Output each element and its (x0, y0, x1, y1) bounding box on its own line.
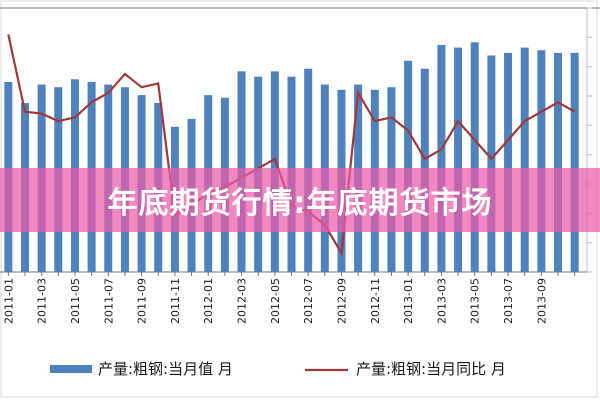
x-tick-label-2013-03: 2013-03 (435, 278, 448, 324)
bar-2013-05 (470, 42, 479, 272)
legend-bar-swatch (50, 365, 92, 373)
bar-2013-06 (487, 55, 496, 272)
x-tick-label-2011-05: 2011-05 (69, 278, 82, 324)
x-tick-label-2012-05: 2012-05 (269, 278, 282, 324)
bar-2013-10 (554, 52, 563, 272)
legend-line-label: 产量:粗钢:当月同比 月 (356, 360, 506, 378)
x-axis-ticks: 2011-01 2011-03 2011-05 2011-07 2011-09 2011-… (2, 272, 576, 324)
right-axis-ticks (587, 7, 592, 273)
x-tick-label-2012-11: 2012-11 (369, 278, 382, 324)
bar-2013-08 (520, 47, 529, 272)
bar-2013-07 (504, 52, 513, 272)
bar-2013-09 (537, 50, 546, 272)
x-tick-label-2011-01: 2011-01 (2, 278, 15, 324)
bar-2013-11 (570, 52, 579, 272)
bar-2013-01 (404, 60, 413, 272)
legend: 产量:粗钢:当月值 月 产量:粗钢:当月同比 月 (50, 360, 506, 378)
banner-title: 年底期货行情:年底期货市场 (107, 186, 493, 221)
x-tick-label-2012-07: 2012-07 (302, 278, 315, 324)
x-tick-label-2013-09: 2013-09 (535, 278, 548, 324)
x-tick-label-2013-05: 2013-05 (469, 278, 482, 324)
x-tick-label-2012-01: 2012-01 (202, 278, 215, 324)
x-tick-label-2011-03: 2011-03 (36, 278, 49, 324)
x-tick-label-2011-07: 2011-07 (102, 278, 115, 324)
legend-bar-label: 产量:粗钢:当月值 月 (98, 360, 233, 378)
x-tick-label-2011-11: 2011-11 (169, 278, 182, 324)
bar-2013-03 (437, 44, 446, 273)
x-tick-label-2012-09: 2012-09 (335, 278, 348, 324)
x-tick-label-2011-09: 2011-09 (136, 278, 149, 324)
x-tick-label-2013-01: 2013-01 (402, 278, 415, 324)
bar-2013-04 (454, 47, 463, 272)
x-tick-label-2012-03: 2012-03 (236, 278, 249, 324)
title-banner: 年底期货行情:年底期货市场 (0, 168, 600, 232)
x-tick-label-2013-07: 2013-07 (502, 278, 515, 324)
